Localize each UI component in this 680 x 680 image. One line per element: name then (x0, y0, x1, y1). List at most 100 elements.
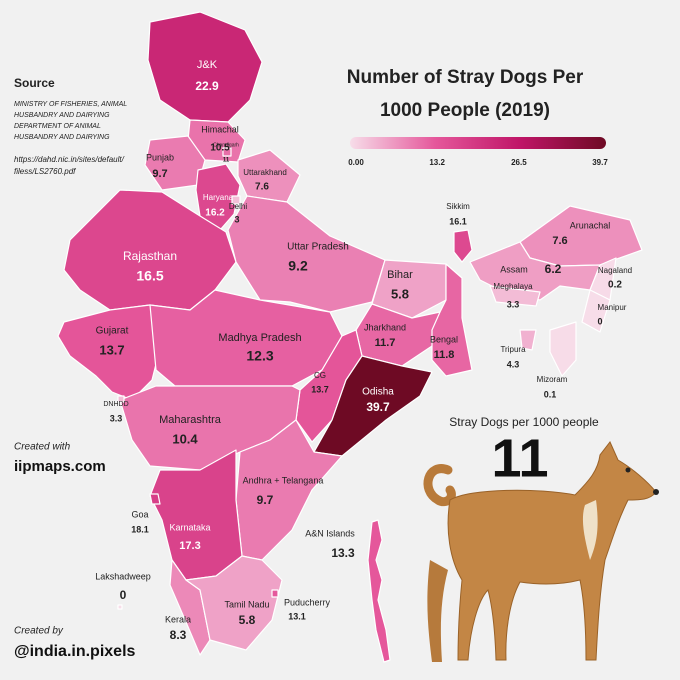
source-heading: Source (14, 76, 55, 90)
credit-label: Created with (14, 442, 71, 453)
region-value: 13.1 (288, 611, 306, 621)
source-line: HUSBANDRY AND DAIRYING (14, 134, 110, 141)
legend-tick-label: 0.00 (348, 158, 364, 167)
region-name: CG (314, 371, 326, 380)
region-name: Tamil Nadu (224, 599, 269, 609)
region-value: 7.6 (552, 235, 567, 247)
region-value: 0.2 (608, 280, 622, 291)
region (519, 329, 537, 351)
region-name: Karnataka (169, 522, 210, 532)
source-line: HUSBANDRY AND DAIRYING (14, 112, 110, 119)
region-value: 9.7 (257, 493, 274, 507)
region-name: Sikkim (446, 202, 470, 211)
region-value: 3.3 (507, 299, 520, 309)
region (367, 519, 391, 663)
region-name: Bengal (430, 334, 458, 344)
region-value: 3.3 (110, 413, 123, 423)
region-name: Andhra + Telangana (243, 475, 324, 485)
region (549, 321, 577, 377)
region (117, 604, 123, 610)
national-label: Stray Dogs per 1000 people (449, 415, 599, 429)
legend-tick-label: 39.7 (592, 158, 608, 167)
source-url: filess/LS2760.pdf (14, 167, 76, 176)
region-value: 9.2 (288, 258, 308, 274)
region-name: Bihar (387, 269, 413, 281)
region (371, 259, 447, 319)
legend: 0.00 13.2 26.5 39.7 (348, 158, 608, 167)
region-value: 16.1 (449, 216, 467, 226)
region (581, 289, 611, 333)
region-name: Puducherry (284, 597, 331, 607)
region-name: Nagaland (598, 266, 632, 275)
region-value: 0.1 (544, 389, 557, 399)
legend-tick-label: 26.5 (511, 158, 527, 167)
region-name: Assam (500, 264, 528, 274)
region-name: Haryana (203, 193, 234, 202)
region-name: Maharashtra (159, 414, 222, 426)
credit: @india.in.pixels (14, 643, 136, 660)
map: J&K 22.9 Himachal 10.5 Punjab 9.7 Chandigarh 11… (57, 11, 643, 663)
region-value: 3 (234, 214, 239, 224)
region-value: 5.8 (391, 286, 409, 301)
region-value: 13.7 (311, 384, 329, 394)
region (195, 163, 241, 231)
region-name: A&N Islands (305, 528, 355, 538)
region-value: 7.6 (255, 182, 269, 193)
credit: iipmaps.com (14, 458, 106, 475)
region-value: 18.1 (131, 524, 149, 534)
region (453, 229, 473, 263)
region-value: 9.7 (152, 168, 167, 180)
legend-tick-label: 13.2 (429, 158, 445, 167)
region-value: 0 (597, 316, 602, 326)
region-name: Uttar Pradesh (287, 242, 349, 253)
region-value: 10.4 (172, 431, 198, 446)
region-value: 11.8 (434, 349, 455, 361)
region (149, 493, 161, 505)
region-value: 13.7 (99, 342, 124, 357)
region (489, 285, 541, 307)
region (431, 263, 473, 377)
region-name: Meghalaya (493, 282, 533, 291)
region-value: 11 (223, 158, 230, 164)
region-name: Gujarat (96, 326, 129, 337)
source-line: MINISTRY OF FISHERIES, ANIMAL (14, 101, 127, 108)
region-name: Kerala (165, 614, 191, 624)
national-value: 11 (491, 428, 548, 488)
region-value: 22.9 (195, 79, 219, 93)
region-value: 16.2 (205, 208, 225, 219)
legend-bar (350, 137, 606, 149)
region (271, 589, 279, 598)
region-name: Tripura (500, 345, 526, 354)
title-line: 1000 People (2019) (380, 100, 550, 121)
region-name: Himachal (201, 124, 239, 134)
region-value: 39.7 (366, 400, 390, 414)
source-url: https://dahd.nic.in/sites/default/ (14, 155, 125, 164)
region-value: 10.5 (210, 143, 230, 154)
dog-illustration (423, 441, 659, 662)
region (147, 11, 263, 123)
region-value: 11.7 (375, 337, 396, 349)
region-name: Punjab (146, 152, 174, 162)
region-value: 16.5 (136, 268, 163, 284)
region-name: Arunachal (570, 220, 611, 230)
region-value: 0 (120, 588, 127, 602)
region-name: Odisha (362, 387, 394, 398)
credit-label: Created by (14, 626, 64, 637)
region-value: 8.3 (170, 628, 187, 642)
region-value: 17.3 (179, 540, 200, 552)
region-value: 12.3 (246, 348, 273, 364)
source-line: DEPARTMENT OF ANIMAL (14, 123, 101, 130)
region-value: 4.3 (507, 359, 520, 369)
region-name: Goa (131, 509, 148, 519)
region (313, 355, 433, 457)
region-name: Chandigarh (213, 142, 239, 148)
title-line: Number of Stray Dogs Per (347, 67, 584, 88)
region-name: Jharkhand (364, 322, 406, 332)
region-name: J&K (197, 59, 218, 71)
region-name: Uttarakhand (243, 168, 287, 177)
region-name: Delhi (229, 202, 247, 211)
region-name: Lakshadweep (95, 571, 151, 581)
region-name: Manipur (598, 303, 627, 312)
region-value: 5.8 (239, 613, 256, 627)
